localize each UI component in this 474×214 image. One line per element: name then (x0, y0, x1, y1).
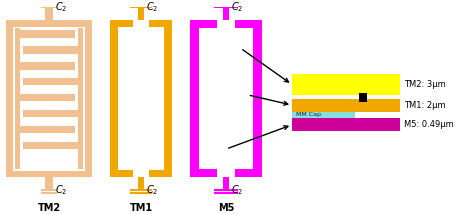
Bar (217, 20, 235, 28)
Bar (15, 94, 75, 101)
Bar (13, 27, 85, 171)
Text: $C_2$: $C_2$ (231, 0, 243, 14)
Text: M5: M5 (218, 203, 234, 213)
Text: TM1: TM1 (129, 203, 153, 213)
Bar (292, 112, 355, 118)
Bar (45, 177, 53, 190)
Bar (199, 28, 253, 169)
Bar (292, 118, 400, 131)
Text: TM1: 2μm: TM1: 2μm (404, 101, 446, 110)
Bar (223, 177, 229, 190)
Bar (190, 20, 262, 177)
Bar (292, 74, 400, 95)
Bar (133, 20, 149, 27)
Bar (223, 7, 229, 20)
Bar (138, 7, 144, 20)
Text: TM2: TM2 (37, 203, 61, 213)
Bar (133, 170, 149, 177)
Bar (292, 99, 400, 112)
Text: MM Cap: MM Cap (296, 112, 321, 117)
Bar (15, 126, 75, 133)
Bar (45, 7, 53, 20)
Bar (110, 20, 172, 177)
Text: $C_2$: $C_2$ (231, 183, 243, 197)
Bar (23, 110, 83, 117)
Bar (15, 62, 75, 70)
Text: $C_2$: $C_2$ (146, 183, 158, 197)
Bar (23, 46, 83, 54)
Bar (138, 177, 144, 190)
Bar (23, 78, 83, 85)
Bar (118, 27, 164, 170)
Bar (23, 142, 83, 149)
Bar (15, 28, 20, 169)
Bar (78, 28, 83, 169)
Text: $C_2$: $C_2$ (55, 0, 67, 14)
Text: TM2: 3μm: TM2: 3μm (404, 80, 446, 89)
Bar (15, 30, 75, 38)
Text: $C_2$: $C_2$ (55, 183, 67, 197)
Bar (217, 169, 235, 177)
Text: $C_2$: $C_2$ (146, 0, 158, 14)
Bar (6, 20, 92, 177)
Bar (359, 93, 367, 102)
Text: M5: 0.49μm: M5: 0.49μm (404, 120, 454, 129)
